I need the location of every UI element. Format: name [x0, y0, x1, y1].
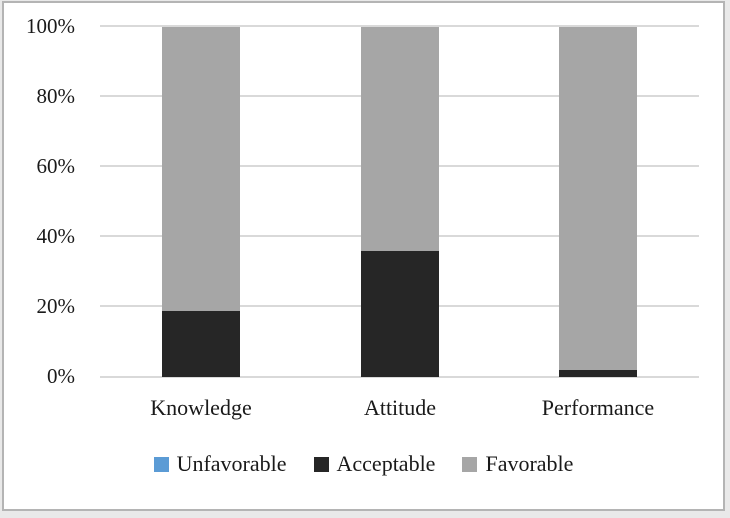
segment-acceptable-attitude [361, 251, 439, 377]
bar-performance [559, 27, 637, 377]
legend-swatch-unfavorable [153, 456, 169, 472]
segment-favorable-knowledge [162, 27, 240, 311]
bar-knowledge [162, 27, 240, 377]
y-axis-tick-label: 100% [26, 14, 75, 38]
y-axis-tick-label: 0% [47, 364, 75, 388]
x-axis-label-knowledge: Knowledge [150, 395, 252, 420]
x-axis-line [100, 376, 699, 378]
x-axis-label-attitude: Attitude [363, 395, 437, 420]
chart-frame: 0% 20% 40% 60% 80% 100% Knowledge Attitude Perf… [2, 1, 725, 511]
bar-attitude [361, 27, 439, 377]
y-axis-tick-label: 40% [36, 224, 76, 248]
gridline-100 [100, 25, 699, 27]
segment-acceptable-performance [559, 370, 637, 377]
legend-item-favorable: Favorable [462, 451, 573, 477]
segment-favorable-attitude [361, 27, 439, 251]
legend-swatch-acceptable [313, 456, 329, 472]
y-axis-tick-label: 80% [36, 84, 76, 108]
y-axis-tick-label: 60% [36, 154, 76, 178]
legend-item-unfavorable: Unfavorable [153, 451, 287, 477]
plot-area [100, 25, 699, 378]
y-axis-tick-label: 20% [36, 294, 76, 318]
legend-item-acceptable: Acceptable [313, 451, 436, 477]
legend-swatch-favorable [462, 456, 478, 472]
legend-label: Unfavorable [176, 451, 287, 476]
segment-acceptable-knowledge [162, 310, 240, 377]
legend: Unfavorable Acceptable Favorable [4, 451, 723, 477]
x-axis-label-performance: Performance [541, 395, 655, 420]
segment-favorable-performance [559, 27, 637, 370]
legend-label: Acceptable [336, 451, 436, 476]
legend-label: Favorable [485, 451, 574, 476]
